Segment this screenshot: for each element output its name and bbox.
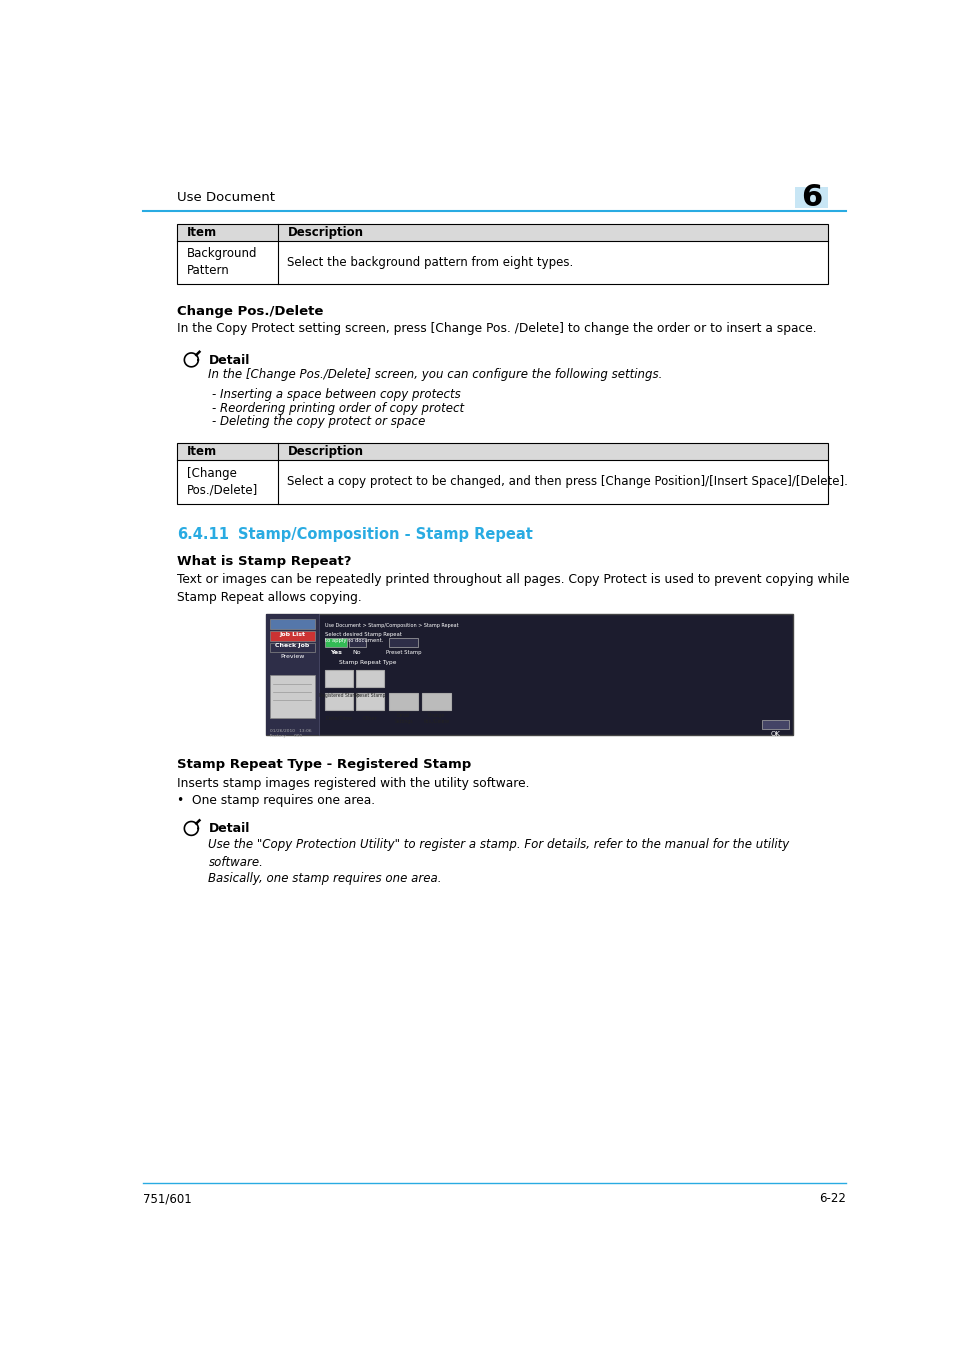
FancyBboxPatch shape: [325, 670, 353, 687]
Text: 751/601: 751/601: [142, 1192, 191, 1206]
Text: 6.4.11: 6.4.11: [177, 528, 229, 543]
FancyBboxPatch shape: [270, 675, 314, 718]
Text: Select desired Stamp Repeat
to apply to document.: Select desired Stamp Repeat to apply to …: [325, 632, 402, 644]
Text: Text or images can be repeatedly printed throughout all pages. Copy Protect is u: Text or images can be repeatedly printed…: [177, 572, 849, 603]
Text: Job List: Job List: [279, 632, 305, 636]
FancyBboxPatch shape: [266, 614, 792, 736]
FancyBboxPatch shape: [760, 720, 788, 729]
FancyBboxPatch shape: [325, 639, 347, 648]
Text: Select the background pattern from eight types.: Select the background pattern from eight…: [287, 256, 573, 269]
Text: Description: Description: [287, 227, 363, 239]
Text: [Change
Pos./Delete]: [Change Pos./Delete]: [187, 467, 257, 497]
Text: - Inserting a space between copy protects: - Inserting a space between copy protect…: [212, 389, 460, 401]
FancyBboxPatch shape: [270, 630, 314, 640]
Text: No: No: [353, 649, 361, 655]
Text: Check Job: Check Job: [274, 643, 309, 648]
FancyBboxPatch shape: [421, 693, 451, 710]
Text: Basically, one stamp requires one area.: Basically, one stamp requires one area.: [208, 872, 441, 884]
Text: 6-22: 6-22: [819, 1192, 845, 1206]
Text: Select a copy protect to be changed, and then press [Change Position]/[Insert Sp: Select a copy protect to be changed, and…: [287, 475, 847, 489]
FancyBboxPatch shape: [348, 639, 365, 648]
Text: 01/26/2010   13:06
Factory      001: 01/26/2010 13:06 Factory 001: [270, 729, 311, 738]
Text: Change
Pos./Delete: Change Pos./Delete: [423, 713, 449, 724]
FancyBboxPatch shape: [177, 443, 827, 459]
Text: In the Copy Protect setting screen, press [Change Pos. /Delete] to change the or: In the Copy Protect setting screen, pres…: [177, 323, 816, 335]
FancyBboxPatch shape: [389, 693, 418, 710]
Text: Stamp Repeat Type - Registered Stamp: Stamp Repeat Type - Registered Stamp: [177, 759, 471, 771]
FancyBboxPatch shape: [794, 186, 827, 208]
Text: Detail: Detail: [208, 822, 250, 836]
Text: - Reordering printing order of copy protect: - Reordering printing order of copy prot…: [212, 402, 464, 414]
Text: Registered Stamp: Registered Stamp: [318, 693, 359, 698]
Text: - Deleting the copy protect or space: - Deleting the copy protect or space: [212, 416, 425, 428]
FancyBboxPatch shape: [270, 643, 314, 652]
Text: Preset Stamp: Preset Stamp: [355, 693, 385, 698]
Text: Background
Pattern: Background Pattern: [187, 247, 257, 278]
Text: Inserts stamp images registered with the utility software.: Inserts stamp images registered with the…: [177, 776, 529, 790]
Text: 6: 6: [800, 182, 821, 212]
Text: Change Pos./Delete: Change Pos./Delete: [177, 305, 323, 319]
Text: Date/Time: Date/Time: [325, 716, 353, 721]
FancyBboxPatch shape: [270, 620, 314, 629]
Text: Item: Item: [187, 444, 216, 458]
FancyBboxPatch shape: [177, 224, 827, 242]
Text: What is Stamp Repeat?: What is Stamp Repeat?: [177, 555, 352, 568]
Text: Use Document > Stamp/Composition > Stamp Repeat: Use Document > Stamp/Composition > Stamp…: [325, 624, 458, 629]
FancyBboxPatch shape: [389, 639, 418, 648]
Text: OK: OK: [769, 730, 780, 737]
Text: •  One stamp requires one area.: • One stamp requires one area.: [177, 794, 375, 807]
FancyBboxPatch shape: [356, 693, 384, 710]
Text: In the [Change Pos./Delete] screen, you can configure the following settings.: In the [Change Pos./Delete] screen, you …: [208, 369, 662, 381]
FancyBboxPatch shape: [266, 614, 319, 736]
Text: Use Document: Use Document: [177, 190, 275, 204]
Text: Description: Description: [287, 444, 363, 458]
FancyBboxPatch shape: [325, 693, 353, 710]
Text: Detail: Detail: [208, 354, 250, 367]
Text: Yes: Yes: [330, 649, 342, 655]
Text: Use the "Copy Protection Utility" to register a stamp. For details, refer to the: Use the "Copy Protection Utility" to reg…: [208, 837, 789, 868]
FancyBboxPatch shape: [356, 670, 384, 687]
Text: Other: Other: [362, 716, 377, 721]
Text: Preset Stamp: Preset Stamp: [386, 649, 421, 655]
Text: Detail
Settings: Detail Settings: [394, 713, 413, 724]
Text: Stamp/Composition - Stamp Repeat: Stamp/Composition - Stamp Repeat: [237, 528, 532, 543]
Text: Preview: Preview: [279, 655, 304, 659]
Text: Item: Item: [187, 227, 216, 239]
Text: Stamp Repeat Type: Stamp Repeat Type: [339, 660, 396, 664]
